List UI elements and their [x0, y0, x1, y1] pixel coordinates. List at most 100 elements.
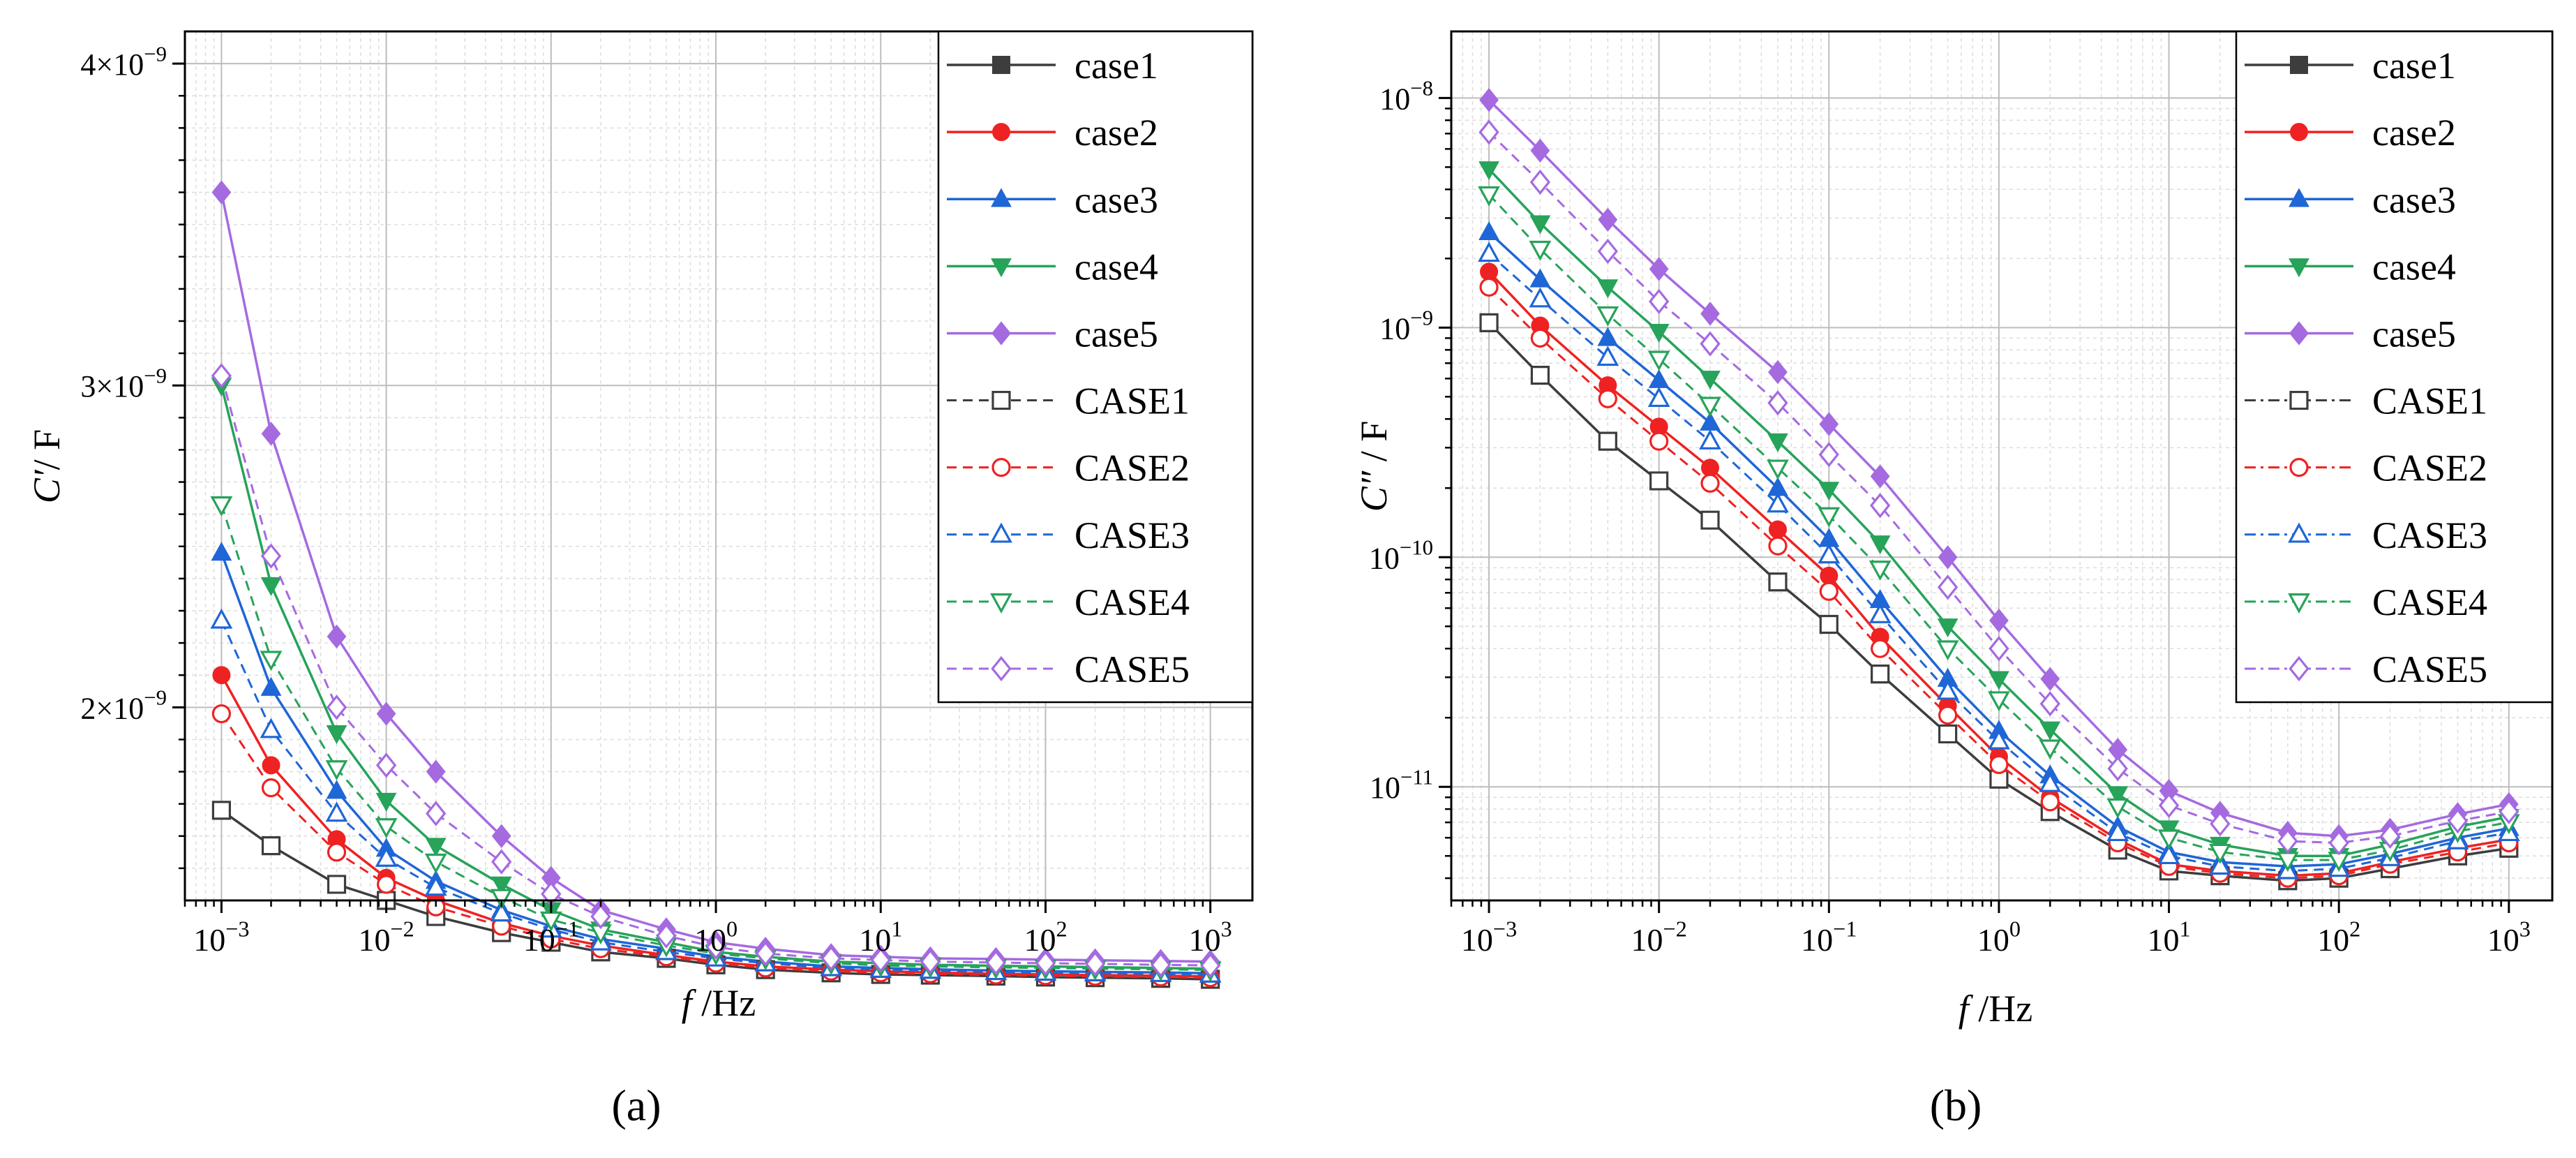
data-point-CASE5-17	[2447, 808, 2469, 834]
data-point-CASE5-0	[211, 363, 232, 389]
legend-marker	[991, 458, 1011, 477]
data-point-CASE5-17	[1150, 952, 1171, 978]
data-point-CASE1-4	[1700, 510, 1720, 530]
data-point-CASE3-7	[1869, 602, 1892, 623]
legend-marker	[2290, 56, 2308, 75]
data-point-case4-0	[1478, 161, 1499, 181]
data-point-case2-4	[1701, 459, 1720, 477]
data-point-case4-7	[1869, 535, 1891, 555]
x-tick-label: 102	[1024, 916, 1067, 958]
data-point-CASE4-13	[2208, 843, 2231, 864]
legend: case1 case2 case3 case4 case5 CASE1 CASE2 CASE3…	[2235, 30, 2554, 704]
data-point-case2-6	[1820, 566, 1839, 585]
data-point-CASE3-3	[1647, 387, 1670, 408]
data-point-CASE3-11	[2106, 821, 2129, 842]
legend-item-CASE3: CASE3	[947, 514, 1190, 556]
data-point-case5-1	[1530, 138, 1550, 163]
legend-label: CASE3	[1074, 514, 1190, 556]
legend-item-case2: case2	[947, 112, 1158, 154]
legend-label: CASE5	[1074, 648, 1190, 690]
x-tick-label: 10−3	[1461, 916, 1517, 958]
x-axis: 10−3 10−2 10−1 100 101 102 103	[184, 900, 1232, 958]
data-point-CASE4-7	[1869, 561, 1892, 581]
series-CASE5	[1478, 119, 2519, 856]
legend-marker	[2288, 593, 2310, 614]
legend-item-case5: case5	[947, 313, 1158, 355]
legend-item-CASE2: CASE2	[2245, 447, 2487, 489]
data-point-CASE1-1	[261, 836, 281, 856]
data-point-CASE5-16	[1084, 951, 1106, 977]
legend-marker	[2289, 258, 2309, 278]
data-point-CASE4-5	[490, 889, 513, 910]
x-tick-label: 100	[694, 916, 737, 958]
data-point-case5-2	[1598, 207, 1618, 232]
chart-panel-b: 10−3 10−2 10−1 100 101 102 10310−1110−1010−910…	[1353, 30, 2554, 1130]
data-point-case4-11	[2107, 786, 2129, 806]
y-tick-label: 3×10−9	[80, 364, 167, 403]
data-point-CASE3-5	[1767, 492, 1789, 513]
data-point-CASE5-12	[870, 947, 891, 973]
data-point-CASE3-0	[210, 608, 233, 629]
data-point-CASE1-2	[1598, 431, 1617, 451]
legend-marker	[2289, 458, 2309, 477]
data-point-case5-3	[1649, 257, 1669, 281]
data-point-CASE2-3	[377, 875, 396, 894]
legend-label: CASE2	[1074, 447, 1190, 489]
data-point-CASE4-0	[1478, 186, 1500, 207]
data-point-case4-8	[1937, 618, 1959, 638]
data-point-CASE5-14	[2277, 828, 2298, 854]
data-point-CASE5-8	[656, 923, 677, 949]
y-tick-label: 10−8	[1379, 77, 1433, 117]
legend-label: case5	[2372, 313, 2456, 355]
x-tick-label: 10−1	[1801, 916, 1857, 958]
legend-item-CASE4: CASE4	[2245, 581, 2487, 623]
legend-item-case1: case1	[2245, 45, 2456, 87]
data-point-CASE5-8	[1937, 574, 1959, 600]
data-point-CASE5-5	[491, 849, 512, 875]
data-point-CASE3-2	[1596, 346, 1619, 366]
data-point-case4-10	[2039, 721, 2061, 741]
data-point-CASE3-6	[1818, 543, 1841, 564]
legend-item-case1: case1	[947, 45, 1158, 87]
data-point-CASE4-4	[424, 853, 447, 874]
legend-label: case4	[2372, 246, 2456, 288]
legend-item-case2: case2	[2245, 112, 2456, 154]
data-point-case4-12	[2158, 820, 2180, 840]
legend-marker	[992, 123, 1010, 142]
legend-marker	[2289, 188, 2309, 207]
data-point-case4-3	[1648, 323, 1670, 343]
data-point-CASE5-7	[1869, 493, 1891, 519]
data-point-CASE5-9	[705, 934, 726, 960]
data-point-CASE5-2	[1597, 238, 1618, 265]
data-point-CASE2-7	[1871, 639, 1890, 658]
data-point-CASE5-3	[1649, 288, 1670, 315]
data-point-case2-5	[1768, 520, 1787, 539]
data-point-case5-7	[1870, 464, 1890, 489]
data-point-case4-4	[1700, 371, 1721, 390]
legend-box	[937, 30, 1254, 704]
x-tick-label: 101	[2148, 916, 2191, 958]
data-point-case3-3	[1648, 369, 1670, 388]
series-CASE5	[211, 363, 1221, 979]
legend-label: case3	[2372, 179, 2456, 221]
data-point-CASE2-5	[1768, 536, 1788, 556]
data-point-case4-6	[1818, 482, 1840, 501]
legend-label: case2	[1074, 112, 1158, 154]
data-point-case5-5	[1768, 359, 1788, 385]
data-point-CASE5-18	[1200, 952, 1221, 979]
data-point-CASE2-10	[2040, 792, 2060, 812]
legend-box	[2235, 30, 2554, 704]
legend-item-CASE1: CASE1	[2245, 380, 2487, 422]
legend-item-case5: case5	[2245, 313, 2456, 355]
x-tick-label: 102	[2317, 916, 2360, 958]
data-point-CASE2-0	[1479, 277, 1499, 297]
data-point-CASE4-12	[2157, 829, 2180, 850]
data-point-CASE4-1	[260, 651, 283, 671]
legend-item-CASE2: CASE2	[947, 447, 1190, 489]
legend-item-case4: case4	[2245, 246, 2456, 288]
data-point-CASE5-10	[2039, 691, 2060, 717]
y-tick-label: 10−11	[1370, 765, 1433, 805]
data-point-case2-0	[212, 666, 231, 685]
legend-item-case3: case3	[2245, 179, 2456, 221]
